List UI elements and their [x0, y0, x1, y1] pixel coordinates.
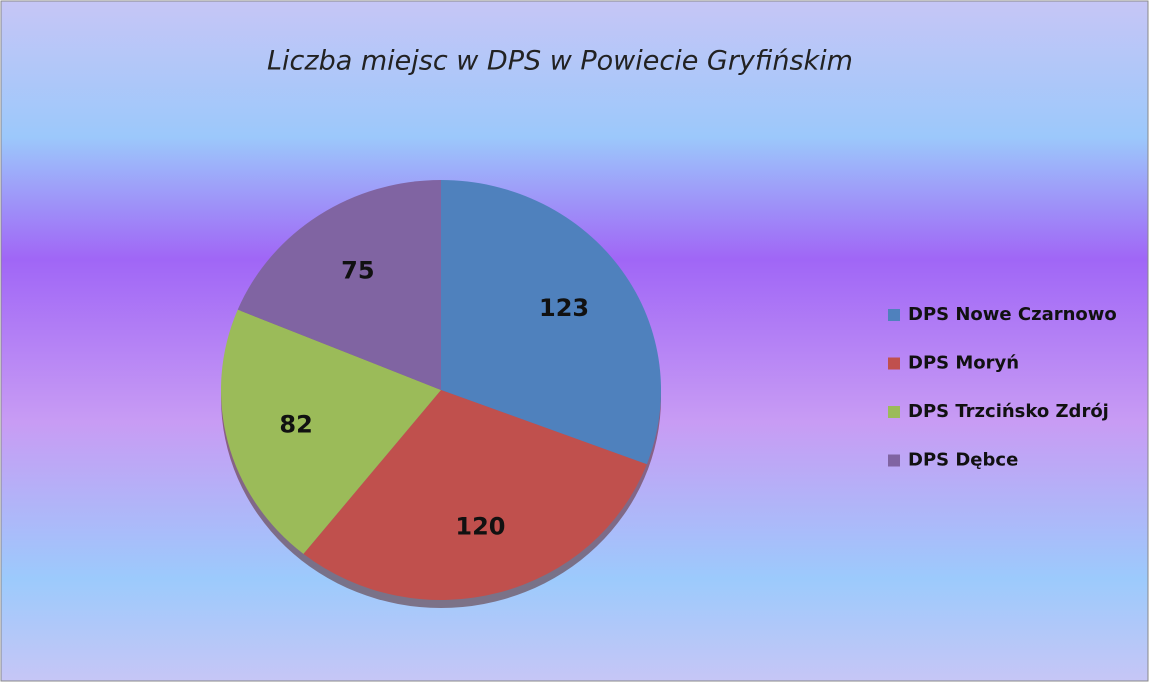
data-label: 120 [455, 513, 505, 541]
legend-label: DPS Nowe Czarnowo [908, 304, 1117, 325]
legend-label: DPS Dębce [908, 450, 1018, 471]
chart-title: Liczba miejsc w DPS w Powiecie Gryfiński… [267, 46, 853, 77]
pie-slice [237, 180, 441, 390]
legend-swatch [888, 357, 900, 370]
legend-swatch [888, 406, 900, 418]
pie-slice [441, 180, 661, 465]
pie-slice [303, 390, 647, 600]
data-label: 75 [341, 256, 374, 284]
legend-label: DPS Trzcińsko Zdrój [908, 401, 1109, 422]
data-label: 82 [279, 411, 312, 439]
legend-swatch [888, 454, 900, 467]
legend-label: DPS Moryń [908, 353, 1019, 374]
legend-swatch [888, 309, 900, 321]
data-label: 123 [539, 294, 589, 322]
pie-slice [221, 309, 441, 554]
